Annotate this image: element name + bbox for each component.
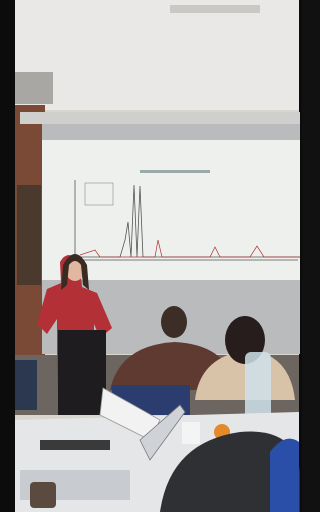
ceiling-light (170, 5, 260, 13)
page (0, 0, 302, 512)
student-left (15, 360, 37, 410)
ceiling (15, 0, 299, 110)
mug (30, 482, 56, 508)
painting (17, 185, 41, 285)
screen-housing (20, 112, 300, 124)
air-vent (15, 72, 53, 104)
phone (40, 440, 110, 450)
slide-title (140, 170, 210, 173)
cup (182, 422, 200, 444)
blue-bag (270, 439, 299, 512)
presenter-pants (58, 330, 106, 415)
student-1-head (161, 306, 187, 338)
classroom-photo (0, 0, 302, 512)
